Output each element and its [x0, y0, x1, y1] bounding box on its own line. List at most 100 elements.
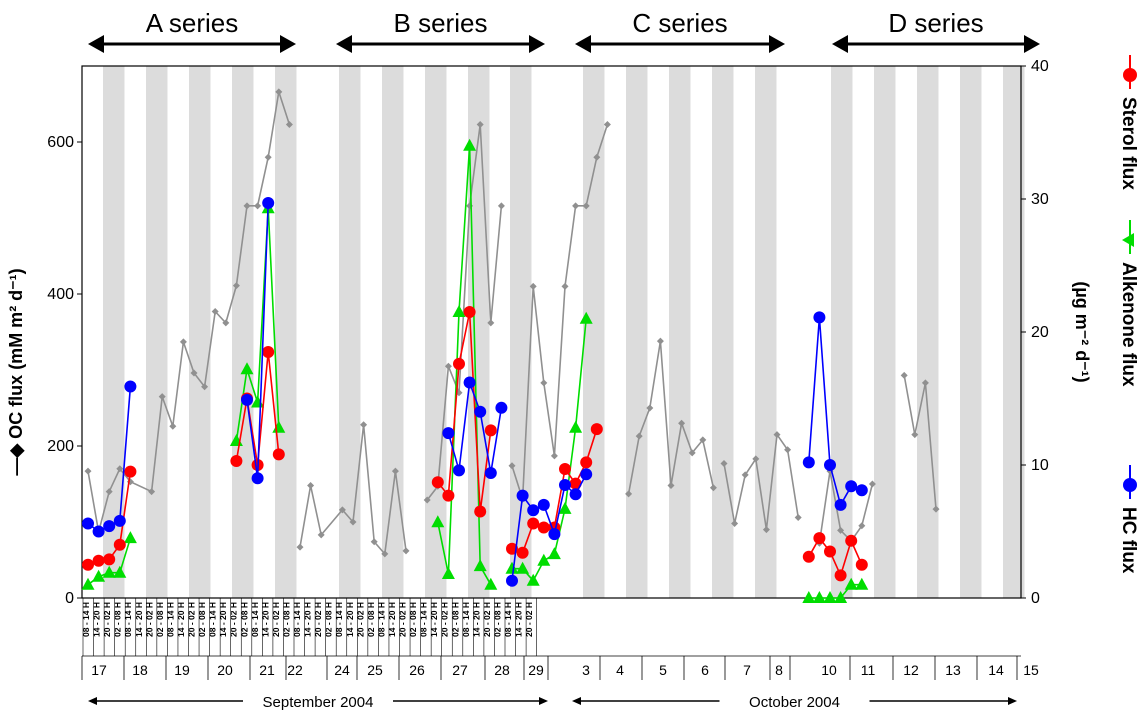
day-label: 13 — [945, 662, 961, 678]
slot-label: 14 - 20 H — [514, 602, 524, 637]
data-point — [474, 405, 487, 418]
series-layer — [81, 88, 940, 603]
series-line — [447, 382, 503, 474]
month-arrowhead-left — [88, 697, 97, 705]
data-point — [92, 554, 105, 567]
data-point — [845, 534, 858, 547]
day-label: 11 — [861, 662, 876, 678]
month-range: October 2004 — [572, 694, 1017, 711]
data-point — [484, 424, 497, 437]
day-label: 7 — [743, 662, 751, 678]
month-label: October 2004 — [749, 694, 840, 711]
data-point — [453, 357, 465, 370]
slot-label: 08 - 14 H — [208, 602, 218, 637]
day-band — [874, 66, 896, 598]
data-point — [285, 121, 293, 129]
day-label: 26 — [409, 662, 425, 678]
data-point — [855, 484, 868, 497]
day-band — [510, 66, 532, 598]
data-point — [580, 468, 593, 481]
data-point — [646, 404, 654, 412]
slot-label: 02 - 08 H — [492, 602, 502, 637]
day-label: 5 — [659, 662, 667, 678]
data-point — [497, 202, 505, 210]
data-point — [262, 345, 275, 358]
slot-label: 20 - 02 H — [398, 602, 408, 637]
data-point — [921, 379, 929, 387]
legend-entry: Sterol flux — [1118, 55, 1139, 190]
slot-label: 02 - 08 H — [239, 602, 249, 637]
data-point — [580, 456, 593, 469]
data-point — [741, 471, 749, 479]
month-arrowhead-left — [572, 697, 581, 705]
data-point — [656, 337, 664, 345]
data-point — [516, 489, 529, 502]
day-label: 28 — [494, 662, 510, 678]
data-point — [82, 517, 94, 530]
data-point — [550, 452, 558, 460]
series-line — [818, 470, 874, 544]
data-point — [569, 488, 582, 501]
right-tick-label: 30 — [1031, 191, 1049, 208]
slot-label: 02 - 08 H — [366, 602, 376, 637]
data-point — [868, 480, 876, 488]
group-title: B series — [394, 8, 488, 38]
data-point — [275, 88, 283, 96]
data-point — [113, 565, 127, 578]
data-point — [251, 472, 264, 485]
slot-label: 14 - 20 H — [303, 602, 313, 637]
data-point — [391, 467, 399, 475]
data-point — [837, 526, 845, 534]
axes-layer: 0 200 400 600 —◆ OC flux (mM m² d⁻¹) 0 10 20 30 4… — [6, 58, 1049, 607]
data-point — [529, 282, 537, 290]
slot-label: 02 - 08 H — [281, 602, 291, 637]
data-point — [476, 121, 484, 129]
day-label: 19 — [174, 662, 190, 678]
data-point — [232, 282, 240, 290]
slot-label: 20 - 02 H — [229, 602, 239, 637]
series-group-headers: A series B series C series D series — [88, 8, 1040, 53]
legend-marker — [1123, 68, 1137, 82]
data-point — [402, 547, 410, 555]
data-point — [317, 531, 325, 539]
data-point — [855, 577, 869, 590]
data-point — [463, 138, 477, 151]
slot-label: 02 - 08 H — [324, 602, 334, 637]
slot-label: 20 - 02 H — [187, 602, 197, 637]
group-arrow-left — [575, 35, 591, 53]
data-point — [813, 311, 826, 324]
group-arrow-left — [832, 35, 848, 53]
data-point — [126, 478, 134, 486]
data-point — [845, 480, 858, 493]
data-point — [243, 202, 251, 210]
legend-label: HC flux — [1118, 507, 1139, 574]
slot-label: 02 - 08 H — [408, 602, 418, 637]
data-point — [262, 196, 275, 209]
slot-label: 14 - 20 H — [218, 602, 228, 637]
slot-label: 08 - 14 H — [419, 602, 429, 637]
legend-entry: HC flux — [1118, 465, 1139, 574]
slot-label: 14 - 20 H — [176, 602, 186, 637]
data-point — [230, 455, 243, 468]
data-point — [102, 565, 116, 578]
data-point — [442, 489, 455, 502]
slot-label: 08 - 14 H — [461, 602, 471, 637]
day-label: 10 — [821, 662, 837, 678]
group-header: D series — [832, 8, 1040, 53]
slot-label: 08 - 14 H — [165, 602, 175, 637]
data-point — [92, 569, 106, 582]
data-point — [762, 526, 770, 534]
day-band — [626, 66, 648, 598]
data-point — [709, 484, 717, 492]
data-point — [463, 306, 476, 319]
data-point — [179, 338, 187, 346]
data-point — [561, 282, 569, 290]
data-point — [169, 422, 177, 430]
group-arrow-right — [769, 35, 785, 53]
slot-label: 14 - 20 H — [134, 602, 144, 637]
data-point — [370, 538, 378, 546]
data-point — [516, 546, 529, 559]
day-label: 3 — [582, 662, 590, 678]
group-title: D series — [888, 8, 983, 38]
slot-label: 02 - 08 H — [450, 602, 460, 637]
